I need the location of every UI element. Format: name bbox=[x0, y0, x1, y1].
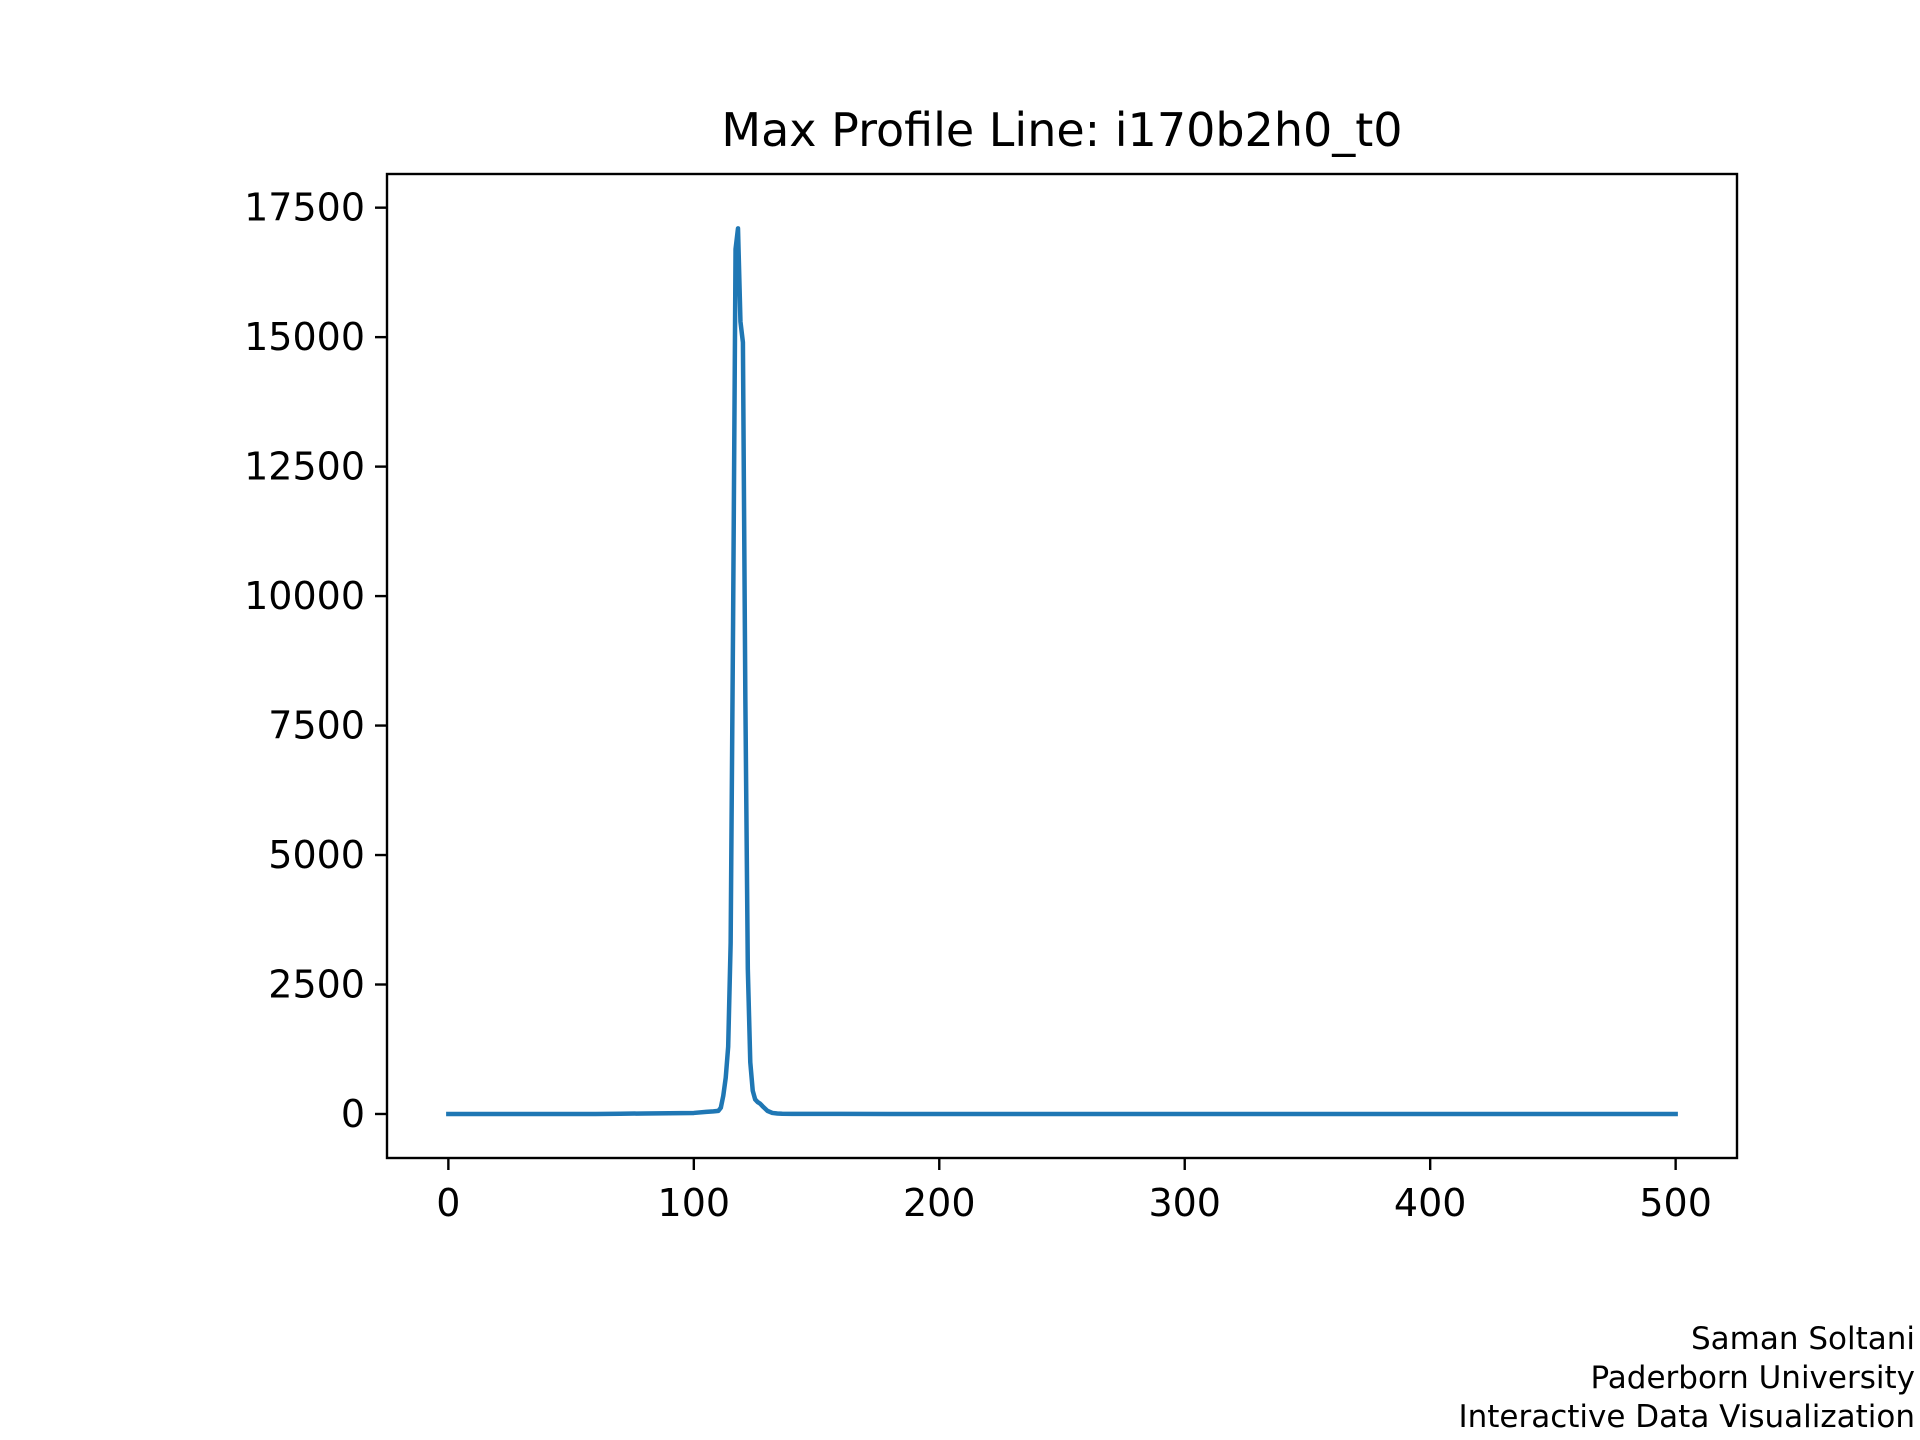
plot-area-frame bbox=[385, 172, 1739, 1160]
x-tick-label-100: 100 bbox=[658, 1181, 731, 1225]
plot-data-layer bbox=[446, 226, 1678, 1117]
axis-layer: 0 100 200 300 400 500025005000750010000125001… bbox=[244, 186, 1712, 1225]
y-tick-label-7500: 7500 bbox=[268, 704, 365, 748]
y-tick-label-0: 0 bbox=[341, 1092, 365, 1136]
y-tick-label-5000: 5000 bbox=[268, 833, 365, 877]
y-tick-label-12500: 12500 bbox=[244, 445, 365, 489]
x-tick-label-300: 300 bbox=[1148, 1181, 1221, 1225]
credit-author-name: Saman Soltani bbox=[1690, 1321, 1915, 1357]
credit-university: Paderborn University bbox=[1590, 1360, 1915, 1396]
x-tick-label-500: 500 bbox=[1639, 1181, 1712, 1225]
y-tick-label-2500: 2500 bbox=[268, 963, 365, 1007]
credit-course: Interactive Data Visualization bbox=[1458, 1399, 1915, 1435]
y-tick-label-10000: 10000 bbox=[244, 574, 365, 618]
x-tick-label-0: 0 bbox=[436, 1181, 460, 1225]
x-tick-label-400: 400 bbox=[1394, 1181, 1467, 1225]
series-line-0 bbox=[446, 226, 1678, 1117]
y-tick-label-15000: 15000 bbox=[244, 315, 365, 359]
y-tick-label-17500: 17500 bbox=[244, 186, 365, 230]
chart-title: Max Profile Line: i170b2h0_t0 bbox=[721, 103, 1402, 157]
author-credits: Saman Soltani Paderborn University Inter… bbox=[1458, 1320, 1915, 1437]
x-tick-label-200: 200 bbox=[903, 1181, 976, 1225]
